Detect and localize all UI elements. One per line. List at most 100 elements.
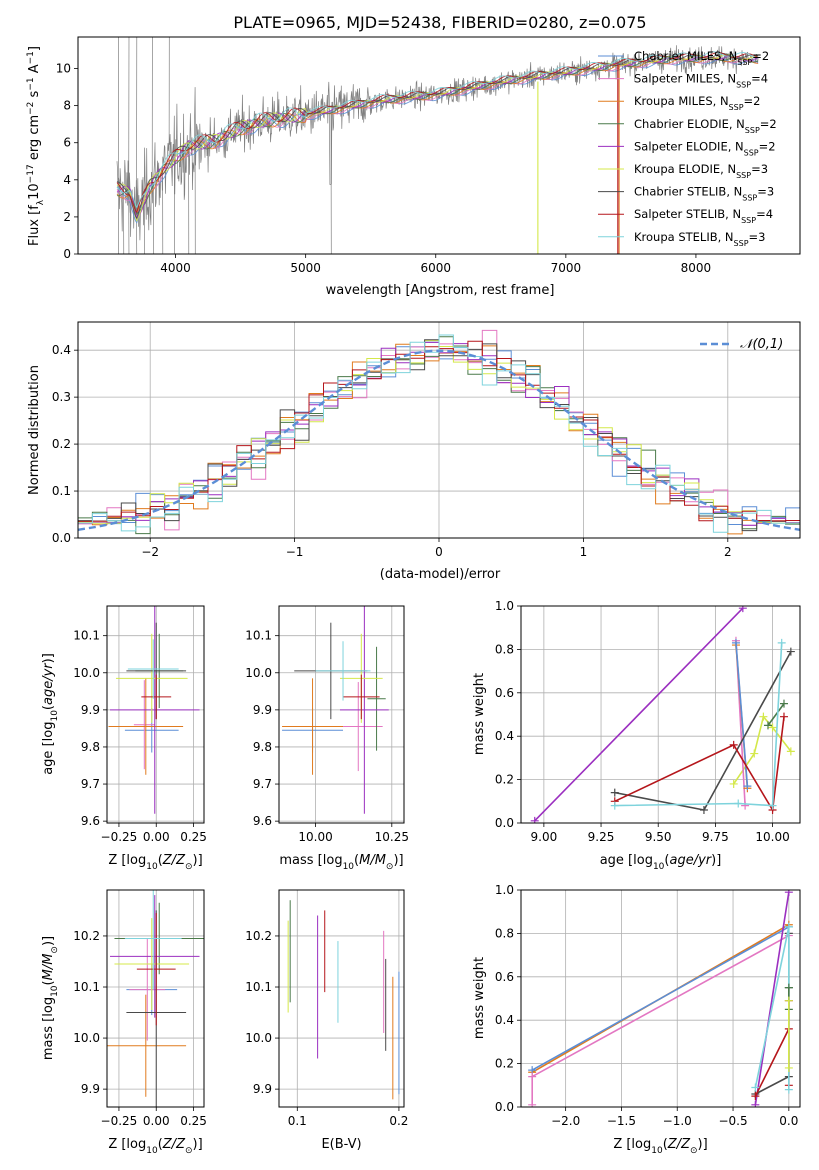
label-part: 10 [50, 985, 60, 997]
y-tick-label: 9.9 [253, 703, 272, 717]
label-part: )] [193, 853, 203, 868]
label-part: −1 [26, 77, 36, 90]
legend-sub: SSP [734, 238, 749, 247]
weight-marker [734, 799, 743, 808]
y-tick-label: 1.0 [495, 883, 514, 897]
label-part: age/yr [41, 662, 56, 705]
y-tick-label: 9.9 [81, 703, 100, 717]
label-part: age [log [600, 853, 653, 868]
x-tick-label: 5000 [290, 261, 321, 275]
legend-value: =2 [744, 94, 761, 108]
legend-value: =3 [749, 230, 766, 244]
axes-frame [278, 889, 405, 1108]
label-part: s [27, 90, 42, 101]
weight-marker [784, 1085, 793, 1094]
panel-mass_vs_Z: −0.25 0.00 0.259.910.010.110.2Z [log10(Z/Z… [41, 889, 207, 1156]
y-tick-label: 9.8 [253, 740, 272, 754]
weight-line [767, 703, 785, 726]
label-part: 10 [27, 183, 42, 200]
weight-marker [768, 723, 777, 732]
y-tick-label: 10.2 [73, 929, 100, 943]
y-tick-label: 0.6 [495, 686, 514, 700]
panel-age_vs_Z: −0.25 0.00 0.259.69.79.89.910.010.1Z [log1… [41, 605, 207, 872]
label-part: )] [41, 653, 56, 663]
y-axis-label: Flux [fλ10−17 erg cm−2 s−1 A−1] [26, 46, 46, 246]
plot-area [108, 606, 200, 814]
weight-marker [610, 801, 619, 810]
plot-area [528, 890, 793, 1107]
legend-name: Salpeter STELIB, N [634, 207, 741, 221]
legend-name: Kroupa MILES, N [634, 94, 729, 108]
weight-marker [741, 801, 750, 810]
axes-frame [106, 605, 205, 824]
y-tick-label: 0.0 [495, 816, 514, 830]
x-axis-label: E(B-V) [321, 1137, 361, 1152]
y-axis-label: age [log10(age/yr)] [41, 653, 60, 775]
y-tick-label: 0.2 [495, 1057, 514, 1071]
legend-value: =4 [751, 72, 768, 86]
y-tick-label: 9.7 [253, 777, 272, 791]
y-tick-label: 10.1 [73, 629, 100, 643]
axes: 4000 5000 6000 7000 8000 0 2 4 6 8 10 wavelength [A… [26, 36, 801, 298]
label-part: 10 [343, 862, 355, 872]
legend-sub: SSP [736, 80, 751, 89]
axes: 10.00 10.25 9.6 9.7 9.8 9.9 10.0 10.1 mass [log1… [245, 605, 409, 872]
plot-area [530, 606, 795, 823]
x-tick-label: 0.00 [143, 1114, 170, 1128]
y-tick-label: 0.6 [495, 970, 514, 984]
legend-entry: 𝒩(0,1) [740, 337, 783, 352]
label-part: Z [log [613, 1137, 651, 1152]
label-part: ( [354, 853, 359, 868]
legend-entry: Kroupa ELODIE, NSSP=3 [634, 162, 768, 180]
weight-marker [731, 638, 740, 647]
label-part: mass [log [279, 853, 342, 868]
panel-mass_vs_EBV: 0.1 0.2 9.9 10.0 10.1 10.2 E(B-V) [245, 889, 408, 1152]
label-part: mass [log [41, 997, 56, 1060]
label-part: )] [41, 936, 56, 946]
y-tick-label: 10.0 [245, 666, 272, 680]
axes: −0.25 0.00 0.259.69.79.89.910.010.1Z [log1… [41, 605, 207, 872]
axes: −2 −1 0 1 2 0.0 0.1 0.2 0.3 0.4 𝒩(0,1) (data-model)… [27, 321, 801, 582]
legend-entry: Kroupa MILES, NSSP=2 [634, 94, 760, 112]
legend-entry: Salpeter MILES, NSSP=4 [634, 72, 768, 90]
weight-line [534, 607, 744, 822]
y-tick-label: 10.0 [73, 1031, 100, 1045]
weight-marker [777, 638, 786, 647]
x-tick-label: 9.25 [588, 830, 615, 844]
y-tick-label: 10.1 [245, 629, 272, 643]
label-part: age/yr [669, 853, 712, 868]
y-tick-label: 0.4 [52, 343, 71, 357]
y-tick-label: 0.4 [495, 1013, 514, 1027]
panel-weight_vs_age: 9.00 9.25 9.50 9.75 10.00 0.0 0.2 0.4 0.6 0.8 1.0 a… [472, 599, 801, 872]
x-tick-label: −2.0 [551, 1114, 580, 1128]
label-part: ⊙ [185, 1146, 193, 1156]
x-axis-label: Z [log10(Z/Z⊙)] [108, 1137, 202, 1156]
figure-title: PLATE=0965, MJD=52438, FIBERID=0280, z=0… [233, 13, 646, 32]
y-tick-label: 0.0 [52, 531, 71, 545]
weight-marker [784, 1063, 793, 1072]
weight-marker [729, 779, 738, 788]
y-tick-label: 10 [56, 62, 71, 76]
legend: Chabrier MILES, NSSP=2 Salpeter MILES, NS… [598, 49, 777, 247]
weight-line [614, 716, 785, 813]
x-tick-label: 0.2 [389, 1114, 408, 1128]
x-tick-label: 4000 [160, 261, 191, 275]
y-tick-label: 9.7 [81, 777, 100, 791]
x-axis-label: wavelength [Angstrom, rest frame] [326, 283, 555, 298]
legend-entry: Chabrier MILES, NSSP=2 [634, 49, 769, 67]
legend-entry: Chabrier STELIB, NSSP=3 [634, 185, 774, 203]
weight-marker [751, 1100, 760, 1107]
weight-marker [786, 647, 795, 656]
x-tick-label: 10.00 [298, 830, 332, 844]
x-tick-label: 10.00 [755, 830, 789, 844]
x-tick-label: 0.25 [180, 1114, 207, 1128]
model-spectrum [116, 52, 759, 214]
x-axis-label: Z [log10(Z/Z⊙)] [613, 1137, 707, 1156]
label-part: ( [663, 1137, 668, 1152]
weight-line [735, 642, 749, 787]
y-tick-label: 0.2 [52, 437, 71, 451]
weight-line [614, 642, 783, 807]
x-tick-label: −1.0 [663, 1114, 692, 1128]
y-tick-label: 0.3 [52, 390, 71, 404]
weight-marker [763, 721, 772, 730]
